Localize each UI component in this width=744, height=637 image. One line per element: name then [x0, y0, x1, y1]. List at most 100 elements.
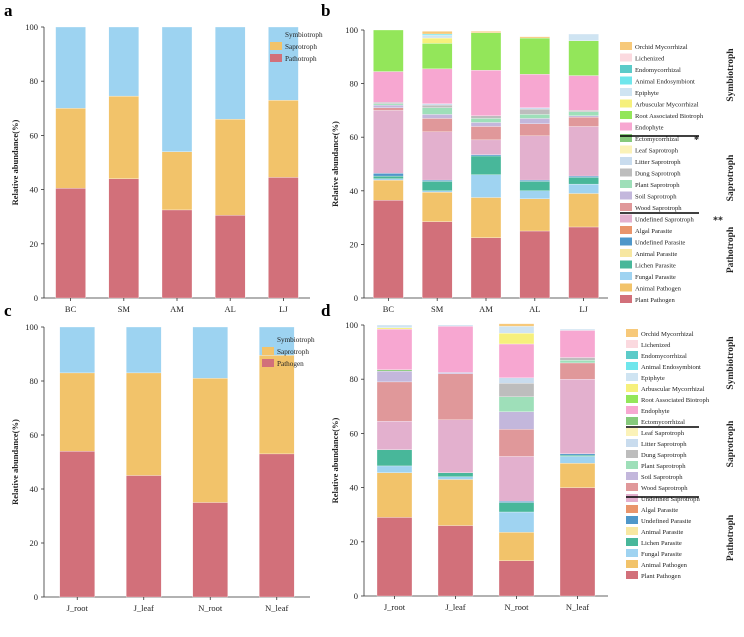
bar-segment [268, 177, 299, 299]
x-tick-label: AL [225, 304, 236, 314]
legend-swatch [620, 88, 632, 96]
group-label: Symbiotroph [726, 48, 736, 102]
legend-label: Wood Saprotroph [635, 205, 682, 212]
legend-swatch [270, 30, 282, 38]
bar-segment [437, 326, 474, 373]
x-tick-label: SM [431, 304, 444, 314]
bar-segment [268, 100, 299, 178]
legend-swatch [620, 283, 632, 292]
bar-segment [376, 369, 413, 372]
bar-segment [519, 230, 550, 299]
y-tick-label: 100 [345, 320, 358, 330]
bar-segment [422, 191, 453, 222]
bar-segment [568, 126, 599, 177]
bar-segment [519, 74, 550, 108]
legend-swatch [620, 157, 632, 165]
y-tick-label: 20 [350, 537, 359, 547]
panel-letter: a [4, 1, 13, 20]
bar-segment [376, 449, 413, 467]
bar-segment [559, 360, 596, 364]
legend-swatch [626, 417, 638, 425]
y-tick-label: 60 [30, 430, 39, 440]
bar-segment [422, 35, 453, 39]
bar-segment [498, 502, 535, 513]
panel-a: a 0 20 40 60 80 100 Relative abundance(%) BC SM AM… [4, 1, 323, 314]
legend-label: Epiphyte [641, 375, 665, 382]
bar-segment [470, 118, 502, 123]
x-tick-label: AL [529, 304, 540, 314]
bar-segment [437, 476, 474, 480]
legend-label: Symbiotroph [285, 31, 323, 39]
panel-letter: d [321, 301, 331, 320]
legend-swatch [620, 237, 632, 246]
y-tick-label: 20 [350, 239, 359, 249]
bar-segment [422, 43, 453, 70]
bar-segment [559, 487, 596, 597]
legend-label: Lichen Parasite [641, 540, 682, 547]
bar-segment [437, 419, 474, 473]
legend-swatch [620, 295, 632, 303]
bar-segment [55, 26, 86, 109]
legend-swatch [626, 384, 638, 392]
group-label: Symbiotroph [726, 336, 736, 390]
panel-c: c 0 20 40 60 80 100 Relative abundance(%) J_root… [4, 301, 315, 613]
legend-label: Animal Endosymbiont [635, 79, 695, 86]
bar-segment [559, 357, 596, 361]
legend-swatch [626, 538, 638, 546]
legend-label: Plant Saprotroph [641, 463, 686, 470]
legend-swatch [262, 359, 274, 367]
bar-segment [470, 126, 502, 141]
bar-segment [373, 103, 404, 106]
bar-segment [498, 332, 535, 345]
bar-segment [559, 463, 596, 488]
x-tick-label: N_root [504, 602, 529, 612]
bar-segment [126, 372, 162, 476]
panel-b: b 0 20 40 60 80 100 Relative abundance(%) BC SM AM… [321, 1, 736, 314]
legend-label: Lichenized [635, 56, 665, 63]
y-tick-label: 60 [350, 428, 359, 438]
legend-label: Plant Pathogen [641, 573, 681, 580]
bar-segment [422, 131, 453, 181]
legend-label: Orchid Mycorrhizal [641, 331, 694, 338]
y-tick-label: 100 [345, 25, 358, 35]
bar-segment [373, 29, 404, 72]
legend-label: Animal Endosymbiont [641, 364, 701, 371]
bar-segment [373, 110, 404, 174]
legend-swatch [620, 214, 632, 223]
bar-segment [422, 31, 453, 35]
legend-label: Algal Parasite [641, 507, 678, 514]
bar-segment [215, 26, 246, 120]
bar-segment [498, 511, 535, 533]
legend-swatch [620, 53, 632, 62]
legend-label: Orchid Mycorrhizal [635, 44, 688, 51]
legend-swatch [620, 42, 632, 50]
legend-swatch [620, 111, 632, 119]
legend-swatch [620, 145, 632, 154]
legend-label: Ectomycorrhizal [641, 419, 685, 426]
legend-swatch [626, 439, 638, 447]
legend-swatch [626, 505, 638, 513]
bar-segment [470, 155, 502, 175]
legend-label: Leaf Saprotroph [635, 148, 679, 155]
bar-segment [437, 479, 474, 526]
bar-segment [470, 154, 502, 157]
bar-segment [568, 110, 599, 112]
bar-segment [422, 190, 453, 193]
x-tick-label: J_leaf [134, 603, 154, 613]
legend-label: Root Associated Biotroph [635, 113, 704, 120]
bar-segment [559, 454, 596, 457]
y-axis-label: Relative abundance(%) [10, 419, 20, 505]
bar-segment [422, 107, 453, 115]
y-tick-label: 40 [350, 483, 359, 493]
bar-segment [519, 107, 550, 110]
legend-label: Lichen Parasite [635, 263, 676, 270]
legend-swatch [626, 329, 638, 337]
legend-label: Animal Parasite [635, 251, 677, 258]
x-tick-label: BC [383, 304, 395, 314]
bar-segment [437, 525, 474, 597]
bar-segment [470, 122, 502, 127]
bar-segment [422, 37, 453, 44]
legend: Orchid Mycorrhizal Lichenized Endomycorrhi… [626, 329, 710, 580]
group-label: Pathotroph [726, 226, 736, 273]
bar-segment [568, 175, 599, 178]
